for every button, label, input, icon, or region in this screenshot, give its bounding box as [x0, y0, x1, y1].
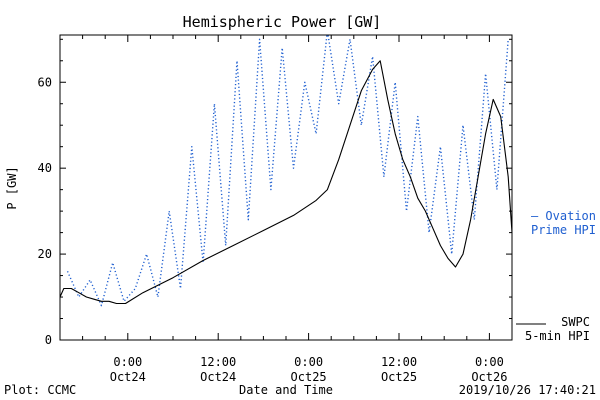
x-tick-label-time: 0:00: [475, 355, 504, 369]
plot-timestamp: 2019/10/26 17:40:21: [459, 383, 596, 397]
x-tick-label-time: 0:00: [294, 355, 323, 369]
x-tick-label-date: Oct25: [381, 370, 417, 384]
chart-title: Hemispheric Power [GW]: [183, 13, 382, 31]
legend-ovation-line1: — Ovation: [531, 209, 596, 223]
x-tick-label-time: 12:00: [381, 355, 417, 369]
series-line-swpc-5min-hpi: [60, 60, 512, 305]
legend-swpc-line2: 5-min HPI: [525, 329, 590, 343]
x-tick-label-date: Oct24: [200, 370, 236, 384]
y-axis-label: P [GW]: [5, 166, 19, 209]
y-tick-label: 40: [38, 161, 52, 175]
legend-swpc-line1: SWPC: [561, 315, 590, 329]
plot-frame: [59, 34, 513, 341]
x-tick-label-date: Oct26: [471, 370, 507, 384]
plot-credit: Plot: CCMC: [4, 383, 76, 397]
x-tick-label-date: Oct24: [110, 370, 146, 384]
x-tick-label-time: 0:00: [113, 355, 142, 369]
series-line-ovation-prime-hpi: [66, 35, 509, 307]
legend-ovation-line2: Prime HPI: [531, 223, 596, 237]
x-tick-label-time: 12:00: [200, 355, 236, 369]
y-tick-label: 0: [45, 333, 52, 347]
y-tick-label: 20: [38, 247, 52, 261]
y-tick-label: 60: [38, 75, 52, 89]
x-tick-label-date: Oct25: [291, 370, 327, 384]
x-axis-label: Date and Time: [239, 383, 333, 397]
